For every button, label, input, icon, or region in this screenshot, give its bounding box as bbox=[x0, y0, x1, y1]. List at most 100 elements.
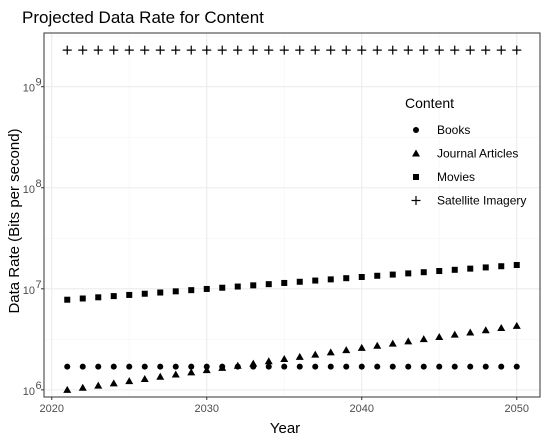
books-point bbox=[296, 363, 303, 370]
books-point bbox=[436, 363, 443, 370]
satellite-imagery-point bbox=[295, 45, 305, 55]
journal-articles-point bbox=[373, 341, 382, 349]
legend-key-journal-articles bbox=[412, 149, 420, 157]
y-tick-label-exponent: 8 bbox=[36, 178, 42, 190]
journal-articles-point bbox=[125, 377, 134, 385]
legend-label-books: Books bbox=[437, 123, 470, 137]
books-point bbox=[64, 363, 71, 370]
books-point bbox=[389, 363, 396, 370]
movies-point bbox=[219, 284, 226, 291]
satellite-imagery-point bbox=[124, 45, 134, 55]
journal-articles-point bbox=[497, 324, 506, 332]
y-tick-label: 10 8 bbox=[23, 178, 42, 196]
movies-point bbox=[498, 263, 505, 270]
y-tick-label: 10 9 bbox=[23, 77, 42, 95]
movies-point bbox=[110, 293, 117, 300]
legend-item-journal-articles: Journal Articles bbox=[412, 147, 518, 161]
journal-articles-point bbox=[109, 379, 118, 387]
satellite-imagery-point bbox=[326, 45, 336, 55]
books-point bbox=[451, 363, 458, 370]
satellite-imagery-point bbox=[248, 45, 258, 55]
movies-point bbox=[312, 277, 319, 284]
journal-articles-point bbox=[512, 321, 521, 329]
satellite-imagery-point bbox=[388, 45, 398, 55]
satellite-imagery-point bbox=[155, 45, 165, 55]
movies-point bbox=[436, 268, 443, 275]
satellite-imagery-point bbox=[140, 45, 150, 55]
satellite-imagery-point bbox=[419, 45, 429, 55]
plot-background bbox=[44, 33, 540, 397]
satellite-imagery-point bbox=[171, 45, 181, 55]
books-point bbox=[513, 363, 520, 370]
movies-point bbox=[467, 265, 474, 272]
legend-key-satellite-imagery bbox=[411, 196, 421, 205]
movies-point bbox=[296, 278, 303, 285]
journal-articles-point bbox=[264, 357, 273, 365]
satellite-imagery-point bbox=[217, 45, 227, 55]
movies-point bbox=[79, 295, 86, 302]
legend-key-movies bbox=[413, 174, 419, 180]
x-tick-label: 2050 bbox=[505, 403, 529, 415]
journal-articles-point bbox=[171, 370, 180, 378]
satellite-imagery-point bbox=[62, 45, 72, 55]
journal-articles-point bbox=[357, 343, 366, 351]
legend-label-satellite-imagery: Satellite Imagery bbox=[437, 194, 526, 208]
books-point bbox=[281, 363, 288, 370]
y-tick-label-base: 10 bbox=[23, 386, 35, 398]
satellite-imagery-point bbox=[481, 45, 491, 55]
movies-point bbox=[281, 279, 288, 286]
satellite-imagery-point bbox=[512, 45, 522, 55]
journal-articles-point bbox=[388, 339, 397, 347]
satellite-imagery-point bbox=[264, 45, 274, 55]
x-tick-label: 2030 bbox=[195, 403, 219, 415]
satellite-imagery-point bbox=[341, 45, 351, 55]
x-tick-label: 2020 bbox=[40, 403, 64, 415]
legend-label-journal-articles: Journal Articles bbox=[437, 147, 518, 161]
satellite-imagery-point bbox=[310, 45, 320, 55]
journal-articles-point bbox=[342, 346, 351, 354]
y-tick-label: 10 6 bbox=[23, 380, 42, 398]
movies-point bbox=[172, 288, 179, 295]
y-axis-title: Data Rate (Bits per second) bbox=[6, 128, 23, 313]
y-tick-label-exponent: 7 bbox=[36, 279, 42, 291]
movies-point bbox=[188, 287, 195, 294]
books-point bbox=[95, 363, 102, 370]
movies-point bbox=[405, 270, 412, 277]
journal-articles-point bbox=[280, 355, 289, 363]
books-point bbox=[172, 363, 179, 370]
books-point bbox=[141, 363, 148, 370]
journal-articles-point bbox=[63, 385, 72, 393]
movies-point bbox=[250, 282, 257, 289]
y-tick-label-exponent: 6 bbox=[36, 380, 42, 392]
books-point bbox=[405, 363, 412, 370]
journal-articles-point bbox=[233, 361, 242, 369]
books-point bbox=[420, 363, 427, 370]
satellite-imagery-point bbox=[279, 45, 289, 55]
books-point bbox=[467, 363, 474, 370]
journal-articles-point bbox=[295, 352, 304, 360]
satellite-imagery-point bbox=[202, 45, 212, 55]
legend-title: Content bbox=[405, 95, 454, 111]
satellite-imagery-point bbox=[109, 45, 119, 55]
satellite-imagery-point bbox=[496, 45, 506, 55]
books-point bbox=[482, 363, 489, 370]
satellite-imagery-point bbox=[450, 45, 460, 55]
satellite-imagery-point bbox=[372, 45, 382, 55]
journal-articles-point bbox=[450, 330, 459, 338]
legend-item-movies: Movies bbox=[413, 170, 475, 184]
movies-point bbox=[482, 264, 489, 271]
y-tick-label: 10 7 bbox=[23, 279, 42, 297]
y-tick-label-base: 10 bbox=[23, 285, 35, 297]
books-point bbox=[374, 363, 381, 370]
satellite-imagery-point bbox=[93, 45, 103, 55]
movies-point bbox=[374, 272, 381, 279]
movies-point bbox=[64, 296, 71, 303]
y-tick-label-base: 10 bbox=[23, 83, 35, 95]
satellite-imagery-point bbox=[233, 45, 243, 55]
journal-articles-point bbox=[218, 363, 227, 371]
books-point bbox=[327, 363, 334, 370]
books-point bbox=[498, 363, 505, 370]
journal-articles-point bbox=[481, 326, 490, 334]
